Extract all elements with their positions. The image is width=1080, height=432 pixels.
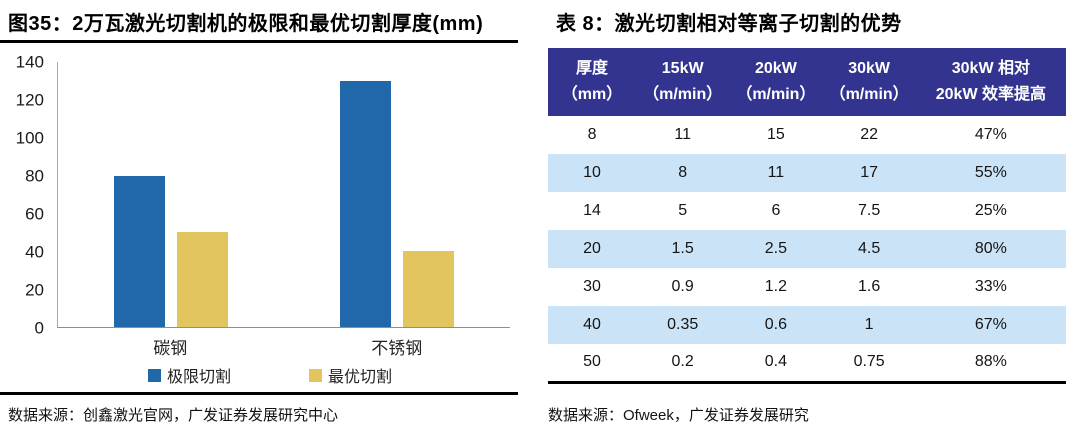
table-cell: 33% (974, 278, 1007, 295)
table-cell: 88% (974, 353, 1007, 371)
table-cell: 0.35 (667, 316, 699, 333)
table-cell: 0.4 (764, 353, 788, 371)
chart-panel: 图35：2万瓦激光切割机的极限和最优切割厚度(mm) 0 20 40 60 80 100 1… (0, 13, 540, 424)
table-cell: 8 (678, 164, 688, 181)
y-tick-label: 60 (25, 204, 44, 224)
x-label-stainless-steel: 不锈钢 (371, 339, 423, 358)
table-cell: 1 (864, 316, 874, 333)
legend-label: 极限切割 (166, 369, 231, 386)
legend-swatch-yellow (309, 368, 322, 382)
table-row: 20 1.5 2.5 4.5 80% (548, 230, 1066, 268)
table-row: 30 0.9 1.2 1.6 33% (548, 268, 1066, 306)
table-cell: 17 (860, 164, 879, 181)
title-divider (0, 40, 518, 43)
bar-chart-plot (57, 62, 510, 328)
table-cell: 50 (583, 353, 601, 371)
col-header-15kw: 15kW （m/min） (636, 48, 730, 116)
table-cell: 1.6 (858, 278, 881, 295)
y-tick-label: 40 (25, 242, 44, 262)
y-tick-label: 100 (15, 128, 44, 148)
legend-swatch-blue (147, 368, 161, 382)
x-axis-labels: 碳钢 不锈钢 (57, 334, 510, 359)
table-cell: 10 (583, 164, 601, 181)
x-label-carbon-steel: 碳钢 (153, 339, 188, 358)
table-cell: 7.5 (858, 202, 881, 219)
chart-legend: 极限切割 最优切割 (0, 363, 540, 387)
bar-group-carbon-steel (58, 62, 284, 327)
table-row: 8 11 15 22 47% (548, 116, 1066, 154)
y-tick-label: 120 (15, 90, 44, 110)
table-header-row: 厚度 （mm） 15kW （m/min） 20kW （m/min） 30kW （… (548, 48, 1066, 116)
table-cell: 80% (974, 240, 1007, 257)
table-cell: 0.6 (764, 316, 788, 333)
table-cell: 0.9 (671, 278, 694, 295)
chart-source-note: 数据来源：创鑫激光官网，广发证券发展研究中心 (8, 407, 339, 424)
table-panel: 表 8：激光切割相对等离子切割的优势 厚度 （mm） 15kW （m/min） (548, 0, 1080, 432)
y-tick-label: 0 (34, 318, 44, 338)
bar-limit-carbon-steel (114, 175, 165, 327)
table-cell: 5 (678, 202, 688, 219)
table-cell: 22 (860, 126, 879, 143)
bar-group-stainless-steel (284, 62, 510, 327)
table-cell: 4.5 (858, 240, 881, 257)
bar-limit-stainless-steel (340, 80, 391, 327)
table-cell: 11 (767, 164, 785, 181)
col-header-30kw: 30kW （m/min） (822, 48, 916, 116)
bar-optimal-stainless-steel (403, 251, 454, 327)
table-body: 8 11 15 22 47% 10 8 11 17 55% 14 5 6 7.5 25% 20 1.5 2.5 4.… (548, 116, 1066, 382)
table-cell: 55% (974, 164, 1007, 181)
table-cell: 0.2 (671, 353, 694, 371)
chart-title: 图35：2万瓦激光切割机的极限和最优切割厚度(mm) (8, 13, 484, 35)
data-table: 厚度 （mm） 15kW （m/min） 20kW （m/min） 30kW （… (548, 48, 1066, 384)
y-axis: 0 20 40 60 80 100 120 140 (0, 54, 50, 337)
table-cell: 25% (974, 202, 1007, 219)
table-cell: 67% (974, 316, 1007, 333)
table-cell: 2.5 (764, 240, 788, 257)
bottom-divider (0, 392, 518, 395)
table-cell: 0.75 (853, 353, 885, 371)
table-cell: 47% (974, 126, 1007, 143)
table-row: 14 5 6 7.5 25% (548, 192, 1066, 230)
table-cell: 14 (583, 202, 601, 219)
y-tick-label: 20 (25, 280, 44, 300)
legend-item-limit-cut: 极限切割 (147, 363, 231, 387)
table-title: 表 8：激光切割相对等离子切割的优势 (556, 13, 902, 35)
table-cell: 30 (583, 278, 601, 295)
col-header-efficiency-gain: 30kW 相对 20kW 效率提高 (915, 48, 1066, 116)
table-row: 40 0.35 0.6 1 67% (548, 306, 1066, 344)
table-cell: 1.2 (764, 278, 788, 295)
table-cell: 20 (583, 240, 601, 257)
col-header-thickness: 厚度 （mm） (548, 48, 637, 116)
table-row: 10 8 11 17 55% (548, 154, 1066, 192)
col-header-20kw: 20kW （m/min） (729, 48, 823, 116)
legend-label: 最优切割 (328, 369, 393, 386)
legend-item-optimal-cut: 最优切割 (309, 363, 392, 387)
table-cell: 15 (767, 126, 785, 143)
bar-optimal-carbon-steel (177, 232, 228, 327)
table-cell: 6 (771, 202, 781, 219)
table-cell: 1.5 (671, 240, 694, 257)
table-source-note: 数据来源：Ofweek，广发证券发展研究 (548, 407, 809, 424)
y-tick-label: 80 (25, 166, 44, 186)
table-row: 50 0.2 0.4 0.75 88% (548, 344, 1066, 382)
table-cell: 40 (583, 316, 601, 333)
y-tick-label: 140 (15, 52, 44, 72)
table-cell: 11 (674, 126, 691, 143)
table-cell: 8 (587, 126, 597, 143)
